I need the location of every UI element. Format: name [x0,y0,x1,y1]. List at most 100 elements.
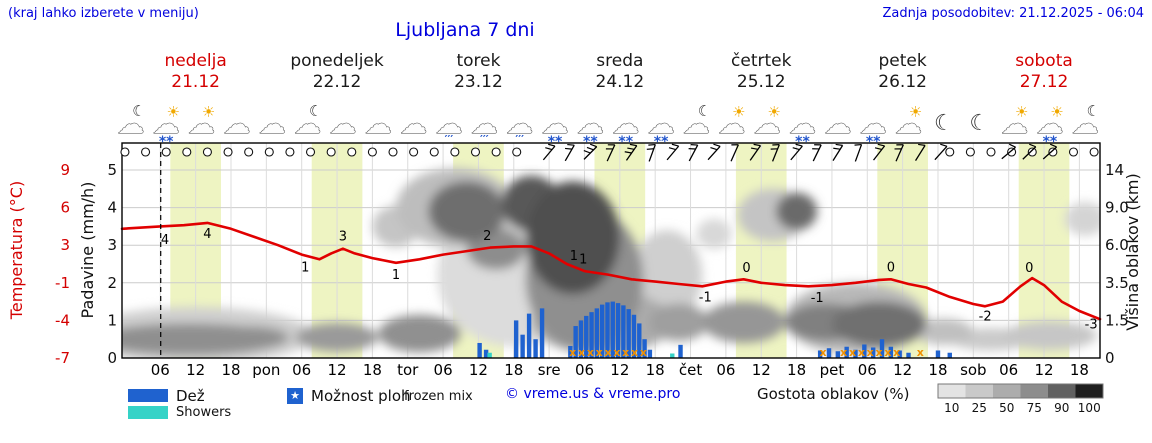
cloud-icon: ☁ [329,109,356,140]
cloud-icon: ☁ [223,109,250,140]
precip-bar [477,342,482,358]
wind-barb-feather [545,147,553,151]
x-tick-label: 06 [292,361,311,379]
frozen-mix-marker: x [604,346,611,359]
wind-barb [564,144,575,162]
cloud-icon: ☁ [400,109,427,140]
menu-hint: (kraj lahko izberete v meniju) [8,6,199,21]
plot-frame-layer [121,142,1101,359]
wind-barb [666,145,680,161]
cloud-axis-title: Višina oblakov (km) [1123,173,1142,330]
frozen-mix-marker: x [867,346,874,359]
x-tick-label: 12 [893,361,912,379]
temp-tick-label: 6 [60,199,70,217]
density-scale-segment [965,384,993,398]
density-scale-layer: 10 25 50 75 90 100 [937,383,1104,415]
cloud-icon: ☁ [294,109,321,140]
frozen-mix-marker: x [849,346,856,359]
x-tick-label: 18 [504,361,523,379]
wind-barb-feather [792,147,800,151]
x-tick-label: 12 [327,361,346,379]
copyright-link[interactable]: © vreme.us & vreme.pro [505,386,681,402]
cloud-icon: ☁ [612,109,639,140]
sun-icon: ☀ [909,103,922,121]
shower-bar [670,353,675,358]
cloud-blob [914,318,974,345]
cloud-density-label: Gostota oblakov (%) [757,385,910,403]
wind-barb-feather [874,147,882,151]
precip-bar [615,303,621,358]
sun-icon: ☀ [166,103,179,121]
wind-barb-feather [589,143,597,148]
cloud-cover-icon [244,147,254,157]
precip-bar [631,314,637,358]
cloud-icon: ☁ [117,109,144,140]
precip-bar [637,323,642,358]
shower-bar [487,352,492,358]
plot-frame [121,142,1101,359]
cloud-icon: ☁ [577,109,604,140]
day-header-date: 22.12 [313,72,362,92]
precip-bar [853,349,858,358]
x-tick-label: 06 [716,361,735,379]
x-tick-label: 06 [999,361,1018,379]
cloud-cover-icon [182,147,192,157]
cloud-cover-icon [945,147,955,157]
x-tick-label: 06 [434,361,453,379]
wind-barb [934,145,948,161]
wind-barb-feather [671,143,679,147]
cloud-cover-icon [986,147,996,157]
x-tick-label: 06 [151,361,170,379]
density-scale-border [937,383,1104,399]
temp-value-label: 0 [742,261,750,276]
moon-icon: ☾ [969,111,989,136]
precip-bar [573,326,578,358]
x-tick-label: sre [538,361,561,379]
rain-marks-icon: ′′′ [515,133,524,146]
cloud-cover-icon [1089,147,1099,157]
wind-barb-feather [877,143,885,147]
wind-barb [873,145,886,161]
cloud-blob [295,323,379,352]
day-header-name: petek [879,51,927,71]
cloud-tick-label: 1.5 [1105,311,1129,329]
frozen-mix-marker: x [596,346,603,359]
temp-value-label: 3 [339,230,347,245]
snow-marks-icon: ** [866,134,881,150]
cloud-tick-label: 6.0 [1105,236,1129,254]
mix-label: Možnost ploh [311,387,411,405]
wind-barb-feather [548,143,556,147]
day-header-date: 26.12 [878,72,927,92]
wind-barb-feather [646,148,654,150]
wind-barb [730,144,739,162]
precip-tick-label: 4 [107,199,117,217]
cloud-cover-icon [1027,147,1037,157]
snow-marks-icon: ** [1043,134,1058,150]
moon-icon: ☾ [698,102,711,120]
wind-barb-feather [1049,143,1057,148]
cloud-icon: ☁ [683,109,710,140]
temp-value-label: 1 [301,261,309,276]
day-header-name: četrtek [731,51,792,71]
cloud-cover-icon [202,147,212,157]
frozen-mix-marker: x [578,346,585,359]
precip-bar [539,308,545,358]
cloud-cover-icon [1007,147,1017,157]
precip-bar [817,350,823,358]
page-title: Ljubljana 7 dni [395,19,535,41]
x-tick-label: sob [960,361,987,379]
frozen-mix-label: frozen mix [404,389,473,404]
day-header-date: 27.12 [1020,72,1069,92]
frozen-mix-marker: x [893,346,900,359]
wind-barb [749,145,762,161]
x-tick-label: čet [679,361,702,379]
wind-barb [606,144,616,162]
moon-icon: ☾ [934,111,954,136]
wind-barb-feather [648,143,656,146]
cloud-cover-icon [1048,147,1058,157]
cloud-tick-label: 3.5 [1105,274,1129,292]
wind-barb-feather [854,143,862,146]
cloud-icon: ☁ [1072,109,1099,140]
density-scale-segment [938,384,966,398]
